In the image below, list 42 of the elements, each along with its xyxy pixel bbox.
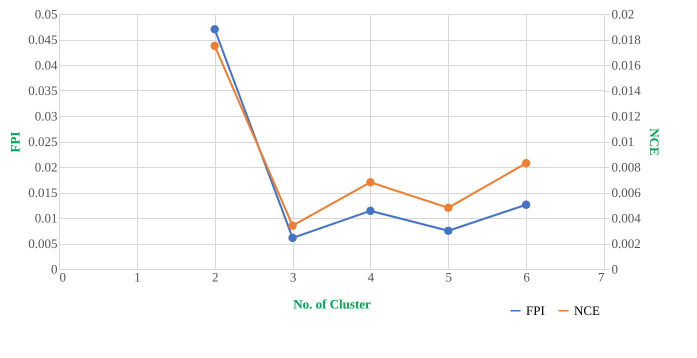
y2-tick-label: 0.004 (612, 210, 642, 226)
y2-tick-label: 0.01 (612, 134, 634, 149)
point (210, 25, 219, 34)
y-tick-label: 0.035 (28, 83, 58, 98)
y2-tick-label: 0.006 (612, 185, 642, 200)
point (444, 226, 452, 235)
point (444, 204, 452, 212)
y2-tick-label: 0.002 (612, 236, 641, 251)
y2-tick-label: 0.012 (612, 108, 641, 124)
x-tick-label: 4 (368, 270, 375, 284)
y-tick-label: 0.05 (34, 6, 58, 22)
y-tick-label: 0.025 (28, 134, 58, 149)
x-tick-label: 7 (598, 270, 605, 284)
y2-tick-label: 0.02 (612, 6, 634, 22)
y2-axis-title: NCE (646, 128, 662, 156)
y-axis-title: FPI (7, 132, 22, 152)
y2-tick-label: 0.018 (612, 32, 641, 47)
x-axis-title: No. of Cluster (293, 296, 372, 312)
y-tick-label: 0.045 (28, 32, 58, 47)
x-tick-label: 5 (446, 270, 452, 284)
y2-tick-label: 0.016 (612, 58, 642, 72)
point (522, 200, 530, 209)
y2-tick-label: 0.008 (612, 160, 641, 174)
point (366, 178, 375, 186)
y-tick-label: 0.04 (34, 58, 58, 72)
y-tick-label: 0.01 (34, 210, 58, 226)
x-tick-label: 2 (212, 270, 218, 284)
legend-label: FPI (526, 302, 545, 318)
y-tick-label: 0.03 (34, 108, 58, 124)
y2-tick-label: 0.014 (612, 83, 642, 98)
point (288, 221, 297, 230)
x-tick-label: 1 (134, 270, 141, 284)
point (210, 42, 219, 50)
point (522, 159, 530, 168)
x-tick-label: 3 (290, 270, 296, 284)
legend-label: NCE (574, 302, 600, 318)
y-tick-label: 0.005 (28, 236, 58, 251)
x-tick-label: 6 (523, 270, 530, 284)
point (366, 206, 375, 216)
y-tick-label: 0.02 (34, 160, 58, 174)
y-tick-label: 0.015 (28, 185, 58, 200)
point (288, 234, 297, 242)
